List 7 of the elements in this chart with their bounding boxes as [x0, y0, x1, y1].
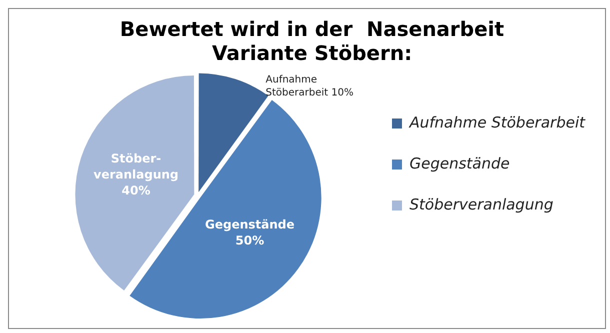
data-label: Gegenstände 50%	[205, 218, 295, 248]
legend-label: Gegenstände	[409, 154, 510, 172]
legend-label: Aufnahme Stöberarbeit	[408, 113, 586, 132]
data-label: Aufnahme Stöberarbeit 10%	[266, 74, 354, 98]
data-label: Stöber- veranlagung 40%	[94, 152, 179, 198]
chart-title: Bewertet wird in der Nasenarbeit Variante Stöbern:	[120, 17, 505, 66]
legend-label: Stöberveranlagung	[409, 195, 554, 214]
